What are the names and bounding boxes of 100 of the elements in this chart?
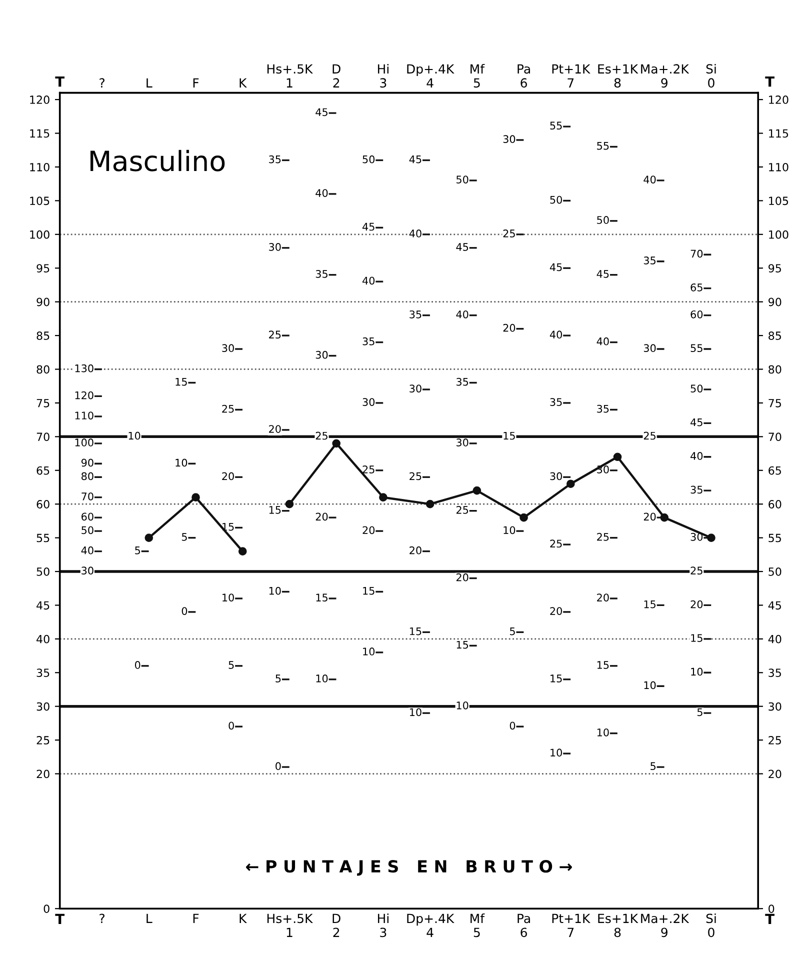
y-tick-label: 90 [36, 298, 50, 306]
annotation: 5 [182, 533, 187, 541]
annotation: 45 [690, 418, 702, 426]
annotation: 15 [597, 661, 609, 669]
y2-tick-label: 45 [768, 601, 781, 610]
annotation: 30 [316, 350, 328, 359]
y2-tick-label: 40 [768, 634, 782, 644]
annotation: 50 [550, 196, 562, 204]
y2-tick-label: 80 [768, 365, 782, 374]
annotation: 30 [503, 135, 516, 144]
point [472, 486, 482, 495]
annotation: 15 [316, 594, 328, 602]
x-tick-label: Hs+.5K 1 [267, 914, 313, 937]
y-tick-label: 105 [30, 196, 50, 206]
y2-tick-label: 60 [768, 500, 782, 508]
point [379, 493, 388, 502]
annotation: 45 [409, 156, 422, 164]
y2-tick-label: 0 [768, 904, 774, 913]
annotation: 40 [596, 337, 609, 346]
y-tick-label: 115 [30, 129, 50, 138]
annotation: 25 [503, 230, 515, 238]
annotation: 25 [550, 540, 562, 548]
annotation: 5 [697, 708, 702, 716]
y2-tick-label: 120 [769, 96, 788, 104]
annotation: 35 [456, 378, 468, 386]
point [520, 513, 528, 522]
text: T [55, 76, 65, 87]
annotation: 10 [644, 681, 656, 690]
y-tick-label: 75 [36, 399, 50, 408]
y-tick-label: 55 [36, 534, 50, 542]
annotation: 35 [410, 310, 422, 318]
annotation: 15 [644, 600, 656, 608]
y2-tick-label: 85 [768, 332, 781, 340]
category-label: F [193, 78, 199, 88]
y2-tick-label: 25 [768, 736, 781, 744]
annotation: 20 [690, 600, 703, 608]
annotation: 40 [690, 452, 703, 460]
y-tick-label: 110 [30, 162, 50, 172]
annotation: 50 [690, 384, 703, 392]
annotation: 20 [316, 512, 328, 521]
annotation: 30 [222, 344, 234, 352]
y-tick-label: 120 [30, 96, 50, 104]
annotation: 40 [362, 276, 375, 285]
annotation: 20 [597, 594, 609, 602]
annotation: 20 [503, 324, 516, 332]
annotation: 25 [456, 506, 468, 514]
annotation: 20 [410, 546, 422, 554]
annotation: 50 [82, 526, 94, 534]
y2-tick-label: 65 [768, 466, 781, 475]
annotation: 40 [456, 310, 468, 318]
annotation: 0 [228, 722, 234, 730]
point [613, 452, 622, 462]
y-tick-label: 40 [36, 634, 50, 644]
x-tick-label: Hi 3 [378, 913, 388, 938]
y2-tick-label: 20 [768, 770, 782, 778]
x-tick-label: Pa 6 [518, 914, 530, 938]
category-label: Hs+.5K 1 [267, 64, 313, 88]
annotation: 30 [410, 384, 422, 392]
annotation: 40 [409, 230, 422, 238]
x-tick-label: Es+1K 8 [598, 914, 638, 938]
annotation: 45 [456, 243, 468, 251]
annotation: 10 [410, 708, 422, 716]
x-tick-label: F [193, 914, 199, 923]
annotation: 0 [182, 607, 188, 615]
annotation: 110 [75, 412, 94, 420]
annotation: 50 [456, 176, 468, 184]
annotation: 15 [504, 432, 515, 440]
x-tick-label: ? [100, 914, 104, 923]
annotation: 65 [690, 283, 702, 292]
annotation: 30 [550, 472, 562, 480]
annotation: 10 [363, 648, 375, 656]
annotation: 10 [222, 594, 234, 602]
point [566, 480, 575, 488]
annotation: 15 [363, 587, 374, 595]
x-tick-label: Mf 5 [470, 913, 485, 938]
annotation: 10 [269, 586, 281, 595]
text: Masculino [90, 150, 225, 172]
x-tick-label: Pt+1K 7 [552, 914, 590, 937]
annotation: 30 [269, 243, 281, 251]
x-tick-label: Dp+.4K 4 [407, 914, 454, 937]
point [660, 513, 669, 522]
point [426, 500, 434, 508]
annotation: 5 [135, 546, 140, 554]
annotation: 15 [456, 640, 468, 649]
annotation: 50 [597, 216, 609, 224]
point [192, 493, 200, 502]
annotation: 10 [504, 526, 516, 534]
y-tick-label: 35 [36, 668, 50, 678]
x-tick-label: L [146, 914, 152, 923]
category-label: ? [100, 78, 104, 88]
annotation: 45 [596, 270, 609, 278]
annotation: 60 [690, 310, 703, 318]
y2-axis-title: T [765, 914, 774, 924]
annotation: 25 [222, 404, 234, 413]
annotation: 10 [691, 668, 703, 676]
y-tick-label: 50 [36, 567, 50, 576]
y-tick-label: 20 [36, 770, 50, 778]
y2-tick-label: 55 [768, 534, 781, 542]
annotation: 40 [644, 176, 656, 184]
annotation: 20 [550, 607, 562, 615]
